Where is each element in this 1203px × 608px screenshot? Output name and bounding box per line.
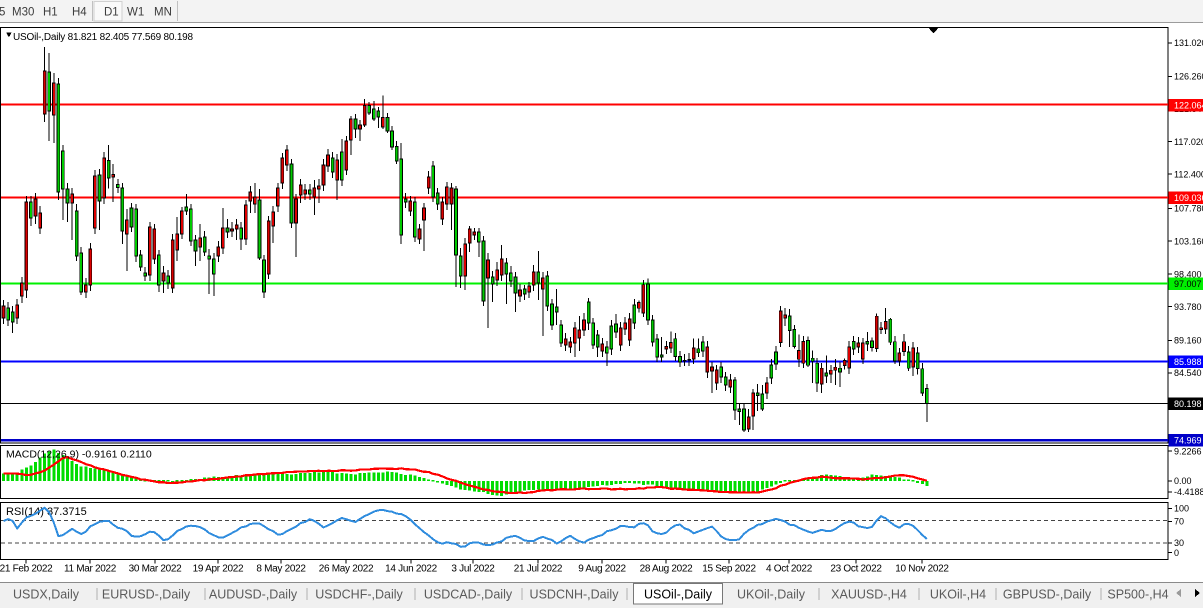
svg-text:USOil-,Daily: USOil-,Daily xyxy=(644,588,713,602)
svg-text:19 Apr 2022: 19 Apr 2022 xyxy=(193,564,244,575)
svg-text:USDCNH-,Daily: USDCNH-,Daily xyxy=(530,588,620,602)
svg-text:USDCHF-,Daily: USDCHF-,Daily xyxy=(315,588,403,602)
svg-text:4 Oct 2022: 4 Oct 2022 xyxy=(766,564,813,575)
svg-text:122.064: 122.064 xyxy=(1174,100,1203,110)
svg-text:RSI(14) 37.3715: RSI(14) 37.3715 xyxy=(6,506,87,518)
svg-text:AUDUSD-,Daily: AUDUSD-,Daily xyxy=(209,588,298,602)
svg-text:26 May 2022: 26 May 2022 xyxy=(319,564,374,575)
svg-text:UKOil-,H4: UKOil-,H4 xyxy=(930,588,986,602)
svg-text:93.780: 93.780 xyxy=(1174,302,1202,312)
svg-text:M30: M30 xyxy=(12,7,34,19)
svg-text:SP500-,H4: SP500-,H4 xyxy=(1107,588,1168,602)
svg-text:107.780: 107.780 xyxy=(1174,204,1203,214)
svg-text:30: 30 xyxy=(1174,538,1184,548)
svg-text:21 Feb 2022: 21 Feb 2022 xyxy=(0,564,53,575)
svg-text:0.00: 0.00 xyxy=(1174,476,1192,486)
svg-text:112.400: 112.400 xyxy=(1174,169,1203,179)
svg-text:UKOil-,Daily: UKOil-,Daily xyxy=(737,588,806,602)
svg-text:14 Jun 2022: 14 Jun 2022 xyxy=(385,564,437,575)
svg-text:15 Sep 2022: 15 Sep 2022 xyxy=(702,564,756,575)
svg-text:GBPUSD-,Daily: GBPUSD-,Daily xyxy=(1003,588,1092,602)
svg-text:-4.4188: -4.4188 xyxy=(1174,487,1203,497)
svg-text:97.007: 97.007 xyxy=(1174,279,1202,289)
svg-text:85.988: 85.988 xyxy=(1174,357,1202,367)
svg-text:3 Jul 2022: 3 Jul 2022 xyxy=(451,564,495,575)
svg-text:21 Jul 2022: 21 Jul 2022 xyxy=(514,564,563,575)
svg-text:100: 100 xyxy=(1174,504,1189,514)
svg-text:28 Aug 2022: 28 Aug 2022 xyxy=(640,564,694,575)
svg-text:USOil-,Daily 81.821 82.405 77: USOil-,Daily 81.821 82.405 77.569 80.198 xyxy=(13,32,194,43)
svg-text:30 Mar 2022: 30 Mar 2022 xyxy=(129,564,183,575)
svg-text:MN: MN xyxy=(154,7,172,19)
svg-text:74.969: 74.969 xyxy=(1174,436,1202,446)
svg-text:9.2266: 9.2266 xyxy=(1174,446,1202,456)
svg-text:8 May 2022: 8 May 2022 xyxy=(256,564,306,575)
svg-text:80.198: 80.198 xyxy=(1174,399,1202,409)
svg-text:23 Oct 2022: 23 Oct 2022 xyxy=(830,564,882,575)
svg-text:89.160: 89.160 xyxy=(1174,336,1202,346)
svg-text:EURUSD-,Daily: EURUSD-,Daily xyxy=(102,588,191,602)
svg-text:10 Nov 2022: 10 Nov 2022 xyxy=(895,564,949,575)
svg-text:98.400: 98.400 xyxy=(1174,269,1202,279)
svg-text:70: 70 xyxy=(1174,517,1184,527)
svg-text:126.260: 126.260 xyxy=(1174,72,1203,82)
svg-text:5: 5 xyxy=(0,7,5,19)
svg-text:117.020: 117.020 xyxy=(1174,137,1203,147)
svg-text:D1: D1 xyxy=(104,7,119,19)
svg-text:84.540: 84.540 xyxy=(1174,368,1202,378)
svg-text:11 Mar 2022: 11 Mar 2022 xyxy=(64,564,117,575)
svg-text:XAUUSD-,H4: XAUUSD-,H4 xyxy=(831,588,907,602)
svg-text:H1: H1 xyxy=(43,7,58,19)
svg-text:H4: H4 xyxy=(72,7,87,19)
svg-text:103.160: 103.160 xyxy=(1174,236,1203,246)
svg-text:131.020: 131.020 xyxy=(1174,38,1203,48)
svg-text:0: 0 xyxy=(1174,548,1179,558)
svg-text:USDX,Daily: USDX,Daily xyxy=(13,588,80,602)
svg-text:MACD(12,26,9) -0.9161 0.2110: MACD(12,26,9) -0.9161 0.2110 xyxy=(6,449,152,461)
svg-text:109.036: 109.036 xyxy=(1174,193,1203,203)
svg-text:9 Aug 2022: 9 Aug 2022 xyxy=(578,564,626,575)
svg-text:USDCAD-,Daily: USDCAD-,Daily xyxy=(424,588,513,602)
svg-text:W1: W1 xyxy=(127,7,144,19)
